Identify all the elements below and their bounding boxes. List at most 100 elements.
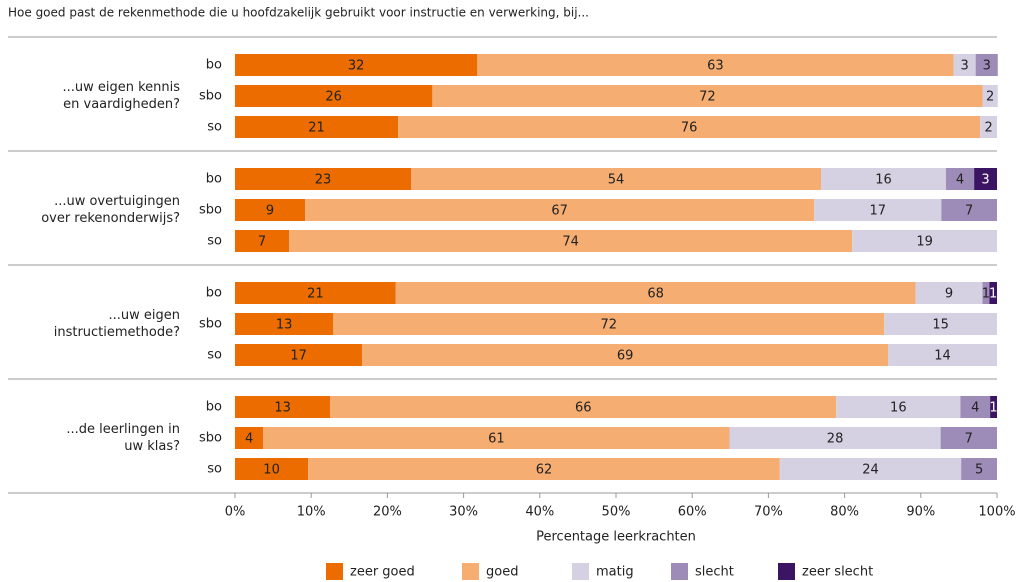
bar-segment xyxy=(235,230,290,252)
bar-segment xyxy=(235,85,433,107)
category-label: bo xyxy=(206,172,222,187)
bar-segment xyxy=(477,54,954,76)
bar-segment xyxy=(945,168,975,190)
bar-segment xyxy=(990,396,997,418)
value-label: 72 xyxy=(600,318,617,333)
value-label: 13 xyxy=(274,401,291,416)
group-label: ...uw overtuigingen xyxy=(54,194,180,209)
bar-segment xyxy=(884,313,997,335)
value-label: 9 xyxy=(945,287,953,302)
bar-segment xyxy=(333,313,885,335)
x-tick-label: 20% xyxy=(373,505,402,520)
bar-segment xyxy=(940,427,997,449)
bar-segment xyxy=(960,396,991,418)
legend-label: slecht xyxy=(695,565,734,580)
value-label: 23 xyxy=(315,173,332,188)
bar-segment xyxy=(729,427,941,449)
value-label: 76 xyxy=(681,121,698,136)
bar-segment xyxy=(852,230,997,252)
bar-segment xyxy=(235,396,331,418)
bar-segment xyxy=(398,116,981,138)
legend-swatch xyxy=(462,563,479,580)
group-label: instructiemethode? xyxy=(54,325,180,340)
value-label: 17 xyxy=(290,349,307,364)
group-label: ...de leerlingen in xyxy=(66,422,180,437)
x-tick-label: 30% xyxy=(449,505,478,520)
x-tick-label: 100% xyxy=(978,505,1015,520)
value-label: 7 xyxy=(258,235,266,250)
x-tick-label: 90% xyxy=(906,505,935,520)
value-label: 2 xyxy=(986,90,994,105)
bar-segment xyxy=(235,54,478,76)
value-label: 54 xyxy=(608,173,625,188)
category-label: so xyxy=(207,462,222,477)
bar-segment xyxy=(235,344,363,366)
value-label: 7 xyxy=(965,432,973,447)
value-label: 13 xyxy=(276,318,293,333)
chart-title: Hoe goed past de rekenmethode die u hoof… xyxy=(8,6,589,20)
bar-segment xyxy=(779,458,962,480)
legend-swatch xyxy=(778,563,795,580)
x-tick-label: 60% xyxy=(678,505,707,520)
bar-segment xyxy=(982,85,998,107)
value-label: 67 xyxy=(551,204,568,219)
value-label: 2 xyxy=(984,121,992,136)
legend-swatch xyxy=(671,563,688,580)
bar-segment xyxy=(989,282,997,304)
legend-label: zeer slecht xyxy=(802,565,873,580)
category-label: sbo xyxy=(199,317,222,332)
legend-swatch xyxy=(572,563,589,580)
value-label: 4 xyxy=(956,173,964,188)
bar-segment xyxy=(330,396,837,418)
bar-segment xyxy=(235,116,399,138)
value-label: 1 xyxy=(982,287,990,302)
group-label: en vaardigheden? xyxy=(63,97,180,112)
value-label: 1 xyxy=(989,401,997,416)
legend-swatch xyxy=(326,563,343,580)
bar-segment xyxy=(362,344,889,366)
value-label: 62 xyxy=(536,463,553,478)
bar-segment xyxy=(836,396,961,418)
x-tick-label: 70% xyxy=(754,505,783,520)
bar-segment xyxy=(974,168,997,190)
bar-segment xyxy=(961,458,997,480)
x-tick-label: 50% xyxy=(602,505,631,520)
value-label: 24 xyxy=(862,463,879,478)
value-label: 4 xyxy=(245,432,253,447)
group-label: over rekenonderwijs? xyxy=(41,211,180,226)
bar-segment xyxy=(395,282,916,304)
value-label: 21 xyxy=(307,287,324,302)
category-label: bo xyxy=(206,400,222,415)
category-label: sbo xyxy=(199,89,222,104)
bar-segment xyxy=(235,199,306,221)
x-tick-label: 0% xyxy=(225,505,246,520)
value-label: 72 xyxy=(699,90,716,105)
value-label: 15 xyxy=(932,318,949,333)
value-label: 3 xyxy=(960,59,968,74)
bar-segment xyxy=(820,168,946,190)
group-label: uw klas? xyxy=(124,439,180,454)
value-label: 17 xyxy=(869,204,886,219)
value-label: 9 xyxy=(266,204,274,219)
x-axis-label: Percentage leerkrachten xyxy=(536,530,696,545)
value-label: 16 xyxy=(875,173,892,188)
category-label: bo xyxy=(206,286,222,301)
value-label: 21 xyxy=(308,121,325,136)
legend-label: matig xyxy=(596,565,634,580)
bar-segment xyxy=(289,230,853,252)
bar-segment xyxy=(941,199,997,221)
category-label: sbo xyxy=(199,203,222,218)
bar-segment xyxy=(432,85,983,107)
value-label: 16 xyxy=(890,401,907,416)
bar-segment xyxy=(305,199,815,221)
bar-segment xyxy=(235,282,396,304)
bar-segment xyxy=(953,54,976,76)
value-label: 63 xyxy=(707,59,724,74)
bar-segment xyxy=(982,282,990,304)
value-label: 26 xyxy=(325,90,342,105)
bar-segment xyxy=(980,116,997,138)
value-label: 28 xyxy=(827,432,844,447)
bar-segment xyxy=(814,199,942,221)
value-label: 10 xyxy=(263,463,280,478)
